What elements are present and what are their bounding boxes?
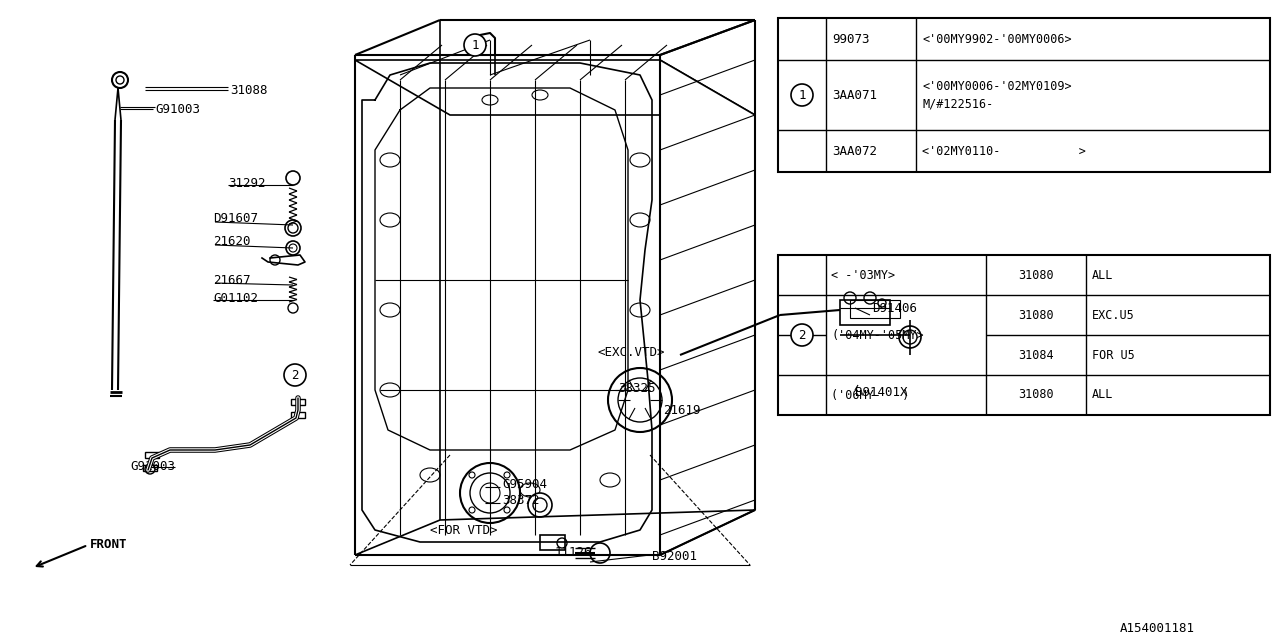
Text: G91003: G91003 <box>131 460 175 472</box>
Text: D91607: D91607 <box>212 211 259 225</box>
Text: <'02MY0110-           >: <'02MY0110- > <box>922 145 1085 157</box>
Text: 3AA071: 3AA071 <box>832 88 877 102</box>
Text: 21619: 21619 <box>663 403 700 417</box>
Text: 1: 1 <box>799 88 805 102</box>
Text: FRONT: FRONT <box>90 538 128 552</box>
Text: G91003: G91003 <box>155 102 200 115</box>
Text: 31080: 31080 <box>1018 308 1053 321</box>
Bar <box>291 399 305 405</box>
Text: 31292: 31292 <box>228 177 265 189</box>
Circle shape <box>460 463 520 523</box>
Bar <box>778 18 1270 172</box>
Text: ALL: ALL <box>1092 388 1114 401</box>
Text: 99073: 99073 <box>832 33 869 45</box>
Circle shape <box>465 34 486 56</box>
Text: 3AA072: 3AA072 <box>832 145 877 157</box>
Text: <EXC.VTD>: <EXC.VTD> <box>596 346 664 358</box>
Text: G01102: G01102 <box>212 291 259 305</box>
Circle shape <box>285 171 300 185</box>
Text: <'00MY9902-'00MY0006>: <'00MY9902-'00MY0006> <box>922 33 1071 45</box>
Text: 21620: 21620 <box>212 234 251 248</box>
Bar <box>840 300 890 325</box>
Text: <'00MY0006-'02MY0109>: <'00MY0006-'02MY0109> <box>922 79 1071 93</box>
Text: 38372: 38372 <box>502 493 539 506</box>
Text: 31080: 31080 <box>1018 388 1053 401</box>
Text: 2: 2 <box>799 328 805 342</box>
Text: EXC.U5: EXC.U5 <box>1092 308 1135 321</box>
Bar <box>778 255 1270 415</box>
Text: <FOR VTD>: <FOR VTD> <box>430 524 498 536</box>
Circle shape <box>590 543 611 563</box>
Text: ALL: ALL <box>1092 269 1114 282</box>
Text: M/#122516-: M/#122516- <box>922 97 993 111</box>
Text: 38325: 38325 <box>618 381 655 394</box>
Polygon shape <box>660 60 755 555</box>
Circle shape <box>284 364 306 386</box>
Text: B91401X: B91401X <box>855 387 908 399</box>
Text: 11126: 11126 <box>556 547 593 559</box>
Text: 31080: 31080 <box>1018 269 1053 282</box>
Bar <box>850 300 900 318</box>
Text: ('06MY-   ): ('06MY- ) <box>831 388 909 401</box>
Bar <box>540 535 564 550</box>
Circle shape <box>608 368 672 432</box>
Text: < -'03MY>: < -'03MY> <box>831 269 895 282</box>
Text: 31084: 31084 <box>1018 349 1053 362</box>
Text: 21667: 21667 <box>212 273 251 287</box>
Bar <box>291 412 305 418</box>
Text: D91406: D91406 <box>872 301 916 314</box>
Text: 31088: 31088 <box>230 83 268 97</box>
Text: B92001: B92001 <box>652 550 698 563</box>
Bar <box>145 452 159 458</box>
Text: 1: 1 <box>471 38 479 51</box>
Text: FOR U5: FOR U5 <box>1092 349 1135 362</box>
Bar <box>143 465 157 471</box>
Text: G95904: G95904 <box>502 477 547 490</box>
Circle shape <box>791 324 813 346</box>
Text: ('04MY-'05MY>: ('04MY-'05MY> <box>831 328 924 342</box>
Circle shape <box>529 493 552 517</box>
Polygon shape <box>355 60 755 115</box>
Circle shape <box>791 84 813 106</box>
Text: 2: 2 <box>292 369 298 381</box>
Text: A154001181: A154001181 <box>1120 621 1196 634</box>
